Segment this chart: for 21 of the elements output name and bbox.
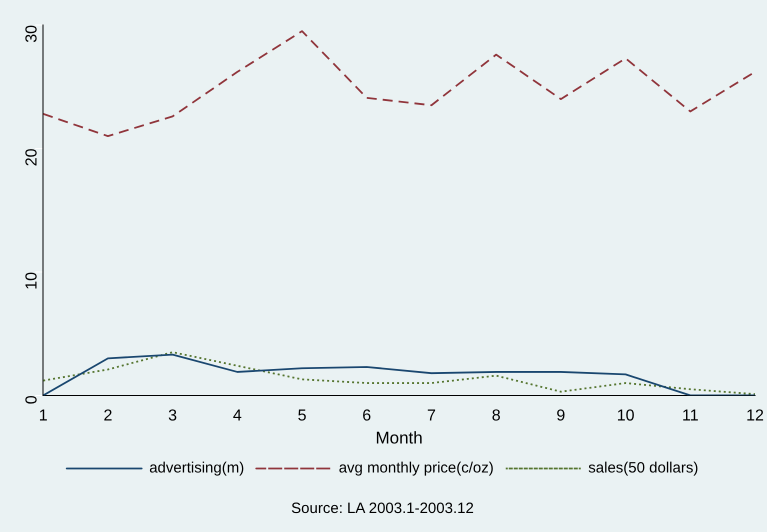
x-tick-label: 8 [492, 407, 501, 424]
x-tick-label: 11 [682, 407, 699, 424]
x-tick-label: 6 [362, 407, 372, 424]
x-tick-label: 1 [38, 407, 48, 424]
x-tick-label: 7 [427, 407, 436, 424]
x-tick-label: 4 [232, 407, 242, 424]
legend-label: sales(50 dollars) [588, 460, 698, 477]
y-tick-label: 20 [24, 148, 41, 166]
source-note: Source: LA 2003.1-2003.12 [291, 500, 474, 518]
x-tick-label: 5 [298, 407, 307, 424]
x-tick-label: 2 [103, 407, 112, 424]
x-tick-label: 3 [168, 407, 178, 424]
x-tick-label: 10 [616, 407, 635, 424]
x-tick-label: 12 [746, 407, 764, 424]
x-tick-label: 9 [556, 407, 566, 424]
legend-label: advertising(m) [149, 460, 244, 477]
x-axis-title: Month [375, 428, 423, 448]
y-tick-label: 0 [24, 395, 41, 404]
legend-label: avg monthly price(c/oz) [338, 460, 494, 477]
y-tick-label: 10 [24, 272, 41, 290]
y-tick-label: 30 [24, 24, 41, 43]
